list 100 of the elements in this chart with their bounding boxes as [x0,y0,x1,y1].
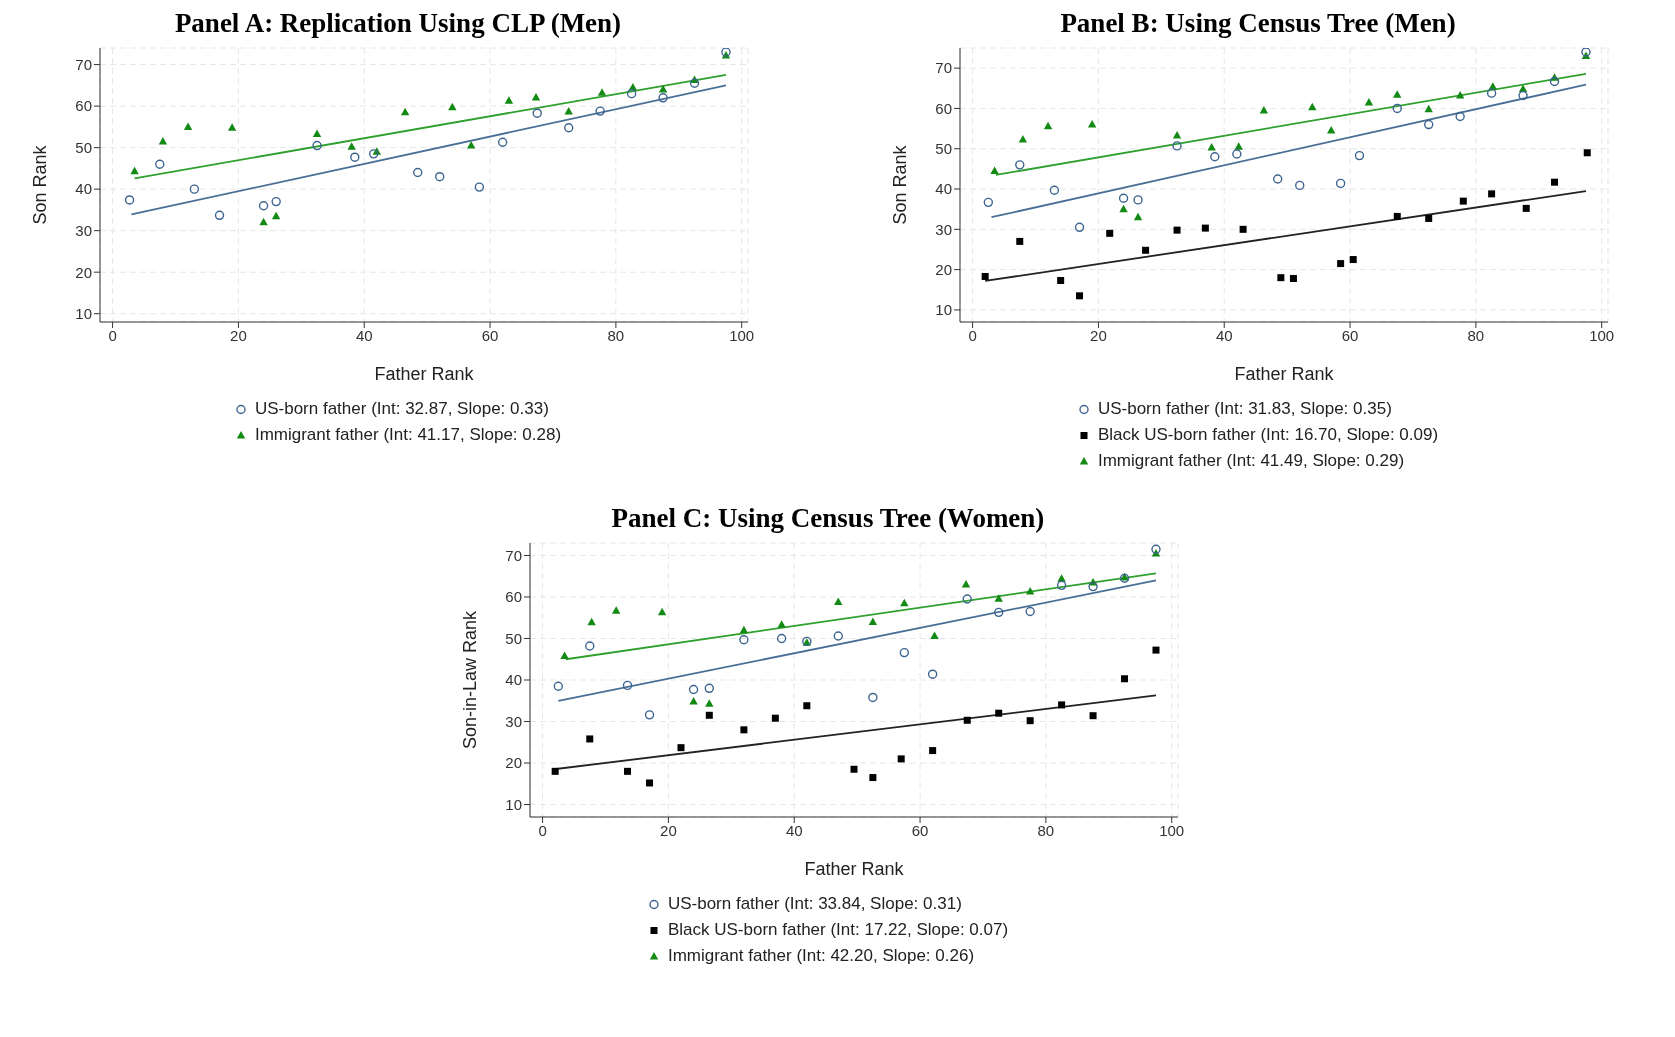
point [183,122,193,130]
point [1151,544,1161,554]
point [560,651,569,659]
point [1459,197,1467,205]
y-tick-label: 20 [75,263,92,281]
point [981,272,989,280]
point [658,93,668,103]
chart-title: Panel A: Replication Using CLP (Men) [173,8,623,40]
point [347,142,356,150]
point [1455,91,1465,99]
point [1349,256,1357,264]
x-tick-label: 0 [968,326,977,344]
point [1486,88,1497,98]
point [1259,105,1269,114]
point [1016,237,1024,245]
point [1393,90,1402,98]
point [368,149,379,159]
y-tick-label: 20 [935,260,952,278]
y-tick-label: 50 [505,629,522,647]
x-tick-label: 100 [1589,326,1615,344]
point [1239,225,1247,233]
point [400,107,410,116]
point [1326,126,1336,134]
point [1026,717,1034,725]
point [739,625,749,634]
point [900,598,909,607]
x-tick-label: 40 [785,821,803,839]
y-tick-label: 50 [935,140,952,158]
point [595,106,605,116]
point [1393,212,1401,220]
point [868,617,878,625]
point [1106,229,1114,237]
point [927,669,938,679]
point [1172,141,1182,151]
legend-label: Black US-born father (Int: 16.70, Slope: 0.09) [1097,424,1439,446]
chart-title: Panel B: Using Census Tree (Men) [1059,8,1457,40]
point [930,631,939,639]
point [413,167,423,178]
x-tick-label: 0 [108,326,117,344]
point [963,716,971,724]
x-axis-title: Father Rank [804,859,905,879]
point [585,641,595,651]
point [994,607,1004,618]
point [1133,212,1143,221]
point [1425,214,1433,222]
x-tick-label: 100 [729,326,755,344]
y-tick-label: 10 [505,795,522,813]
point [1277,274,1285,282]
point [1207,143,1216,151]
point [1583,149,1591,157]
point [1232,149,1242,159]
point [1076,292,1084,300]
point [1289,274,1297,282]
y-axis-title: Son Rank [30,144,51,225]
point [435,172,445,182]
point [899,647,910,658]
point [803,702,811,710]
point [1354,150,1365,161]
point [1087,120,1097,128]
point [587,617,596,626]
point [961,580,971,588]
point [994,594,1003,602]
point [995,709,1003,717]
point [688,684,699,695]
point [1549,76,1560,87]
point [1058,701,1066,709]
point [1015,160,1025,170]
point [705,699,714,707]
point [532,108,542,118]
point [564,123,574,133]
x-axis-title: Father Rank [1234,364,1335,384]
x-tick-label: 0 [538,821,547,839]
point [1025,606,1035,617]
point [705,711,713,719]
y-tick-label: 40 [935,180,952,198]
point [929,747,937,755]
point [312,129,322,137]
y-tick-label: 30 [935,220,952,238]
x-tick-label: 80 [1467,326,1485,344]
point [1056,580,1067,591]
point [983,197,994,208]
point [553,681,564,691]
point [1392,103,1402,114]
point [564,107,573,115]
point [350,152,360,162]
point [466,141,476,149]
point [189,184,200,194]
y-tick-label: 40 [75,180,92,198]
point [1025,587,1035,595]
point [271,196,281,207]
point [897,755,905,763]
y-tick-label: 70 [505,546,522,564]
point [1074,222,1085,233]
x-tick-label: 60 [481,326,499,344]
point [740,726,748,734]
point [214,210,225,221]
point [1455,111,1465,122]
point [1210,152,1220,162]
point [551,767,559,775]
point [1488,190,1496,198]
